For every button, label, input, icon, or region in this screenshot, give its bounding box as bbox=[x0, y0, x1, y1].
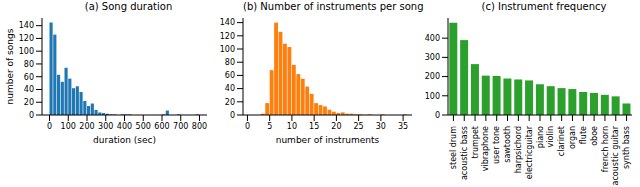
svg-text:violin: violin bbox=[546, 126, 555, 147]
svg-text:20: 20 bbox=[225, 98, 235, 107]
svg-text:500: 500 bbox=[136, 122, 151, 131]
svg-text:0: 0 bbox=[245, 122, 250, 131]
svg-text:5: 5 bbox=[267, 122, 272, 131]
svg-text:flute: flute bbox=[579, 126, 588, 144]
svg-text:120: 120 bbox=[220, 32, 235, 41]
svg-text:acoustic bass: acoustic bass bbox=[460, 126, 469, 180]
svg-text:300: 300 bbox=[98, 122, 113, 131]
svg-text:vibraphone: vibraphone bbox=[481, 126, 490, 171]
svg-text:700: 700 bbox=[173, 122, 188, 131]
svg-text:electricguitar: electricguitar bbox=[525, 125, 534, 179]
svg-text:organ: organ bbox=[568, 126, 577, 149]
svg-text:sawtooth: sawtooth bbox=[503, 126, 512, 163]
svg-text:200: 200 bbox=[425, 72, 440, 81]
svg-text:60: 60 bbox=[24, 73, 34, 82]
html-text:(c) Instrument frequency: (c) Instrument frequency bbox=[481, 1, 607, 12]
svg-text:80: 80 bbox=[225, 58, 235, 67]
svg-text:oboe: oboe bbox=[590, 126, 599, 146]
svg-text:20: 20 bbox=[24, 98, 34, 107]
svg-text:steel drum: steel drum bbox=[449, 126, 458, 169]
svg-text:0: 0 bbox=[435, 111, 440, 120]
svg-text:0: 0 bbox=[47, 122, 52, 131]
svg-text:600: 600 bbox=[154, 122, 169, 131]
svg-text:100: 100 bbox=[220, 45, 235, 54]
svg-text:140: 140 bbox=[220, 18, 235, 27]
svg-text:800: 800 bbox=[192, 122, 207, 131]
svg-text:100: 100 bbox=[61, 122, 76, 131]
html-text:(b) Number of instruments per: (b) Number of instruments per song bbox=[243, 1, 424, 12]
svg-text:user tone: user tone bbox=[492, 126, 501, 164]
svg-text:synth bass: synth bass bbox=[622, 126, 631, 169]
svg-text:0: 0 bbox=[29, 111, 34, 120]
svg-text:100: 100 bbox=[425, 92, 440, 101]
svg-text:60: 60 bbox=[225, 71, 235, 80]
svg-text:35: 35 bbox=[398, 122, 408, 131]
svg-text:acoustic guitar: acoustic guitar bbox=[611, 125, 620, 185]
svg-text:clarinet: clarinet bbox=[557, 126, 566, 156]
svg-text:40: 40 bbox=[225, 84, 235, 93]
svg-text:40: 40 bbox=[24, 85, 34, 94]
svg-text:200: 200 bbox=[79, 122, 94, 131]
svg-text:400: 400 bbox=[425, 34, 440, 43]
svg-text:15: 15 bbox=[309, 122, 319, 131]
svg-text:10: 10 bbox=[287, 122, 297, 131]
svg-text:80: 80 bbox=[24, 60, 34, 69]
svg-text:piano: piano bbox=[536, 126, 545, 148]
svg-text:400: 400 bbox=[117, 122, 132, 131]
svg-text:140: 140 bbox=[19, 21, 34, 30]
svg-text:number of instruments: number of instruments bbox=[276, 135, 380, 145]
svg-text:0: 0 bbox=[230, 111, 235, 120]
svg-text:number of songs: number of songs bbox=[8, 28, 15, 104]
svg-text:120: 120 bbox=[19, 34, 34, 43]
svg-text:30: 30 bbox=[376, 122, 386, 131]
svg-text:100: 100 bbox=[19, 47, 34, 56]
svg-text:french horn: french horn bbox=[601, 126, 610, 172]
svg-text:300: 300 bbox=[425, 53, 440, 62]
svg-text:trumpet: trumpet bbox=[471, 126, 480, 158]
html-text:(a) Song duration: (a) Song duration bbox=[84, 1, 173, 12]
svg-text:25: 25 bbox=[354, 122, 364, 131]
svg-text:harpsichord: harpsichord bbox=[514, 126, 523, 173]
svg-text:duration (sec): duration (sec) bbox=[93, 135, 156, 145]
svg-text:20: 20 bbox=[331, 122, 341, 131]
